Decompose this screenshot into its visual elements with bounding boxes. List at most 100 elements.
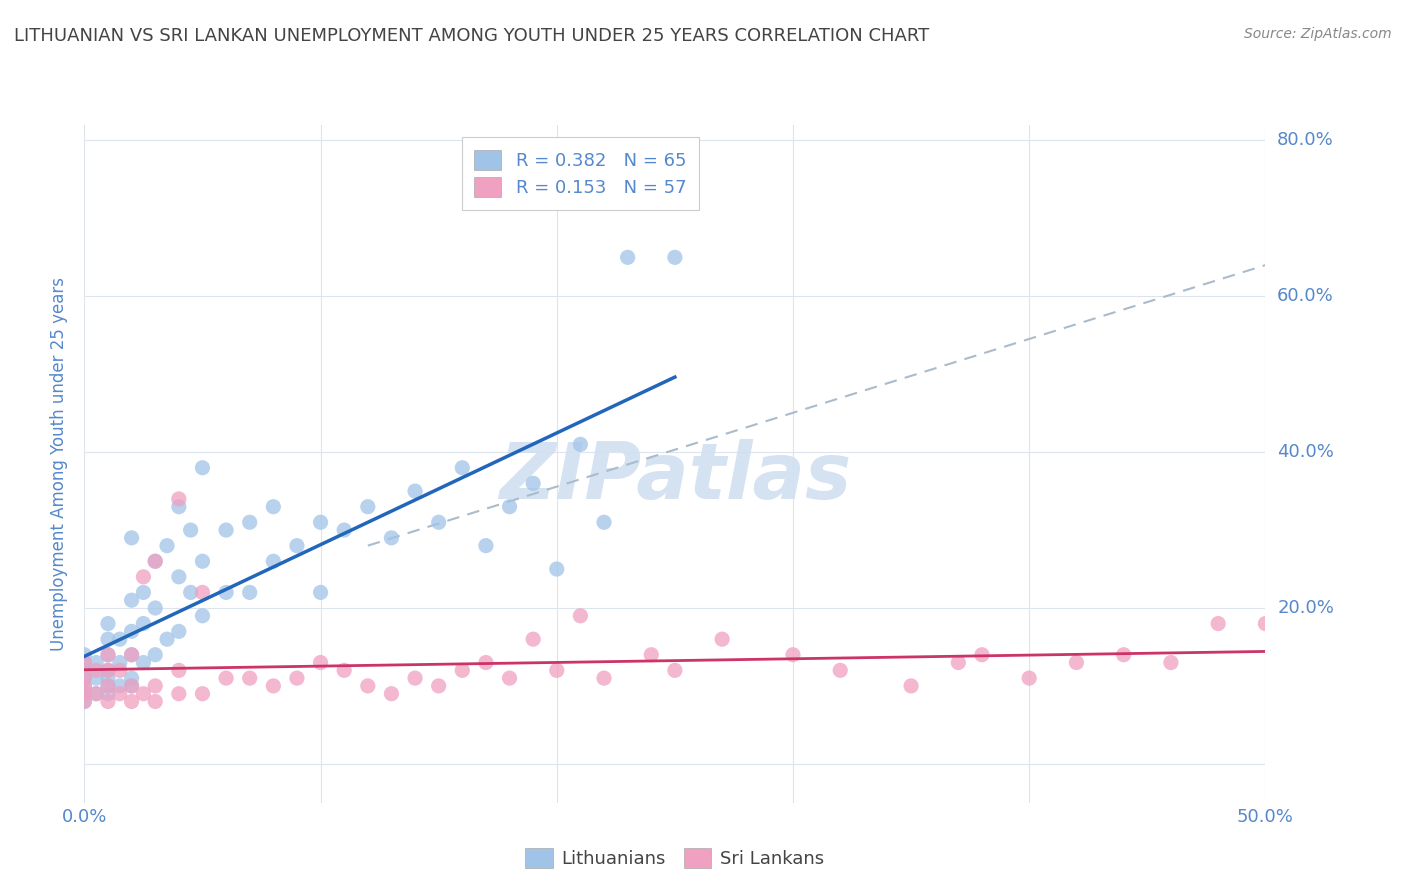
Point xyxy=(782,648,804,662)
Point xyxy=(191,460,214,475)
Point xyxy=(97,632,120,647)
Point xyxy=(640,648,662,662)
Point xyxy=(73,656,96,670)
Point xyxy=(84,663,107,677)
Point xyxy=(97,679,120,693)
Point xyxy=(108,656,131,670)
Point xyxy=(84,671,107,685)
Point xyxy=(239,516,262,530)
Point xyxy=(191,608,214,623)
Point xyxy=(1160,656,1182,670)
Point xyxy=(73,663,96,677)
Point xyxy=(262,500,284,514)
Point xyxy=(664,251,686,265)
Point xyxy=(143,694,166,708)
Point xyxy=(380,687,402,701)
Point xyxy=(546,562,568,576)
Point xyxy=(108,679,131,693)
Point xyxy=(830,663,852,677)
Point xyxy=(143,554,166,568)
Point xyxy=(333,523,356,537)
Point xyxy=(73,648,96,662)
Point xyxy=(121,531,143,545)
Point xyxy=(380,531,402,545)
Point xyxy=(309,516,332,530)
Point xyxy=(121,624,143,639)
Point xyxy=(143,554,166,568)
Point xyxy=(546,663,568,677)
Point xyxy=(593,671,616,685)
Point xyxy=(262,679,284,693)
Point xyxy=(285,539,308,553)
Point xyxy=(498,500,520,514)
Point xyxy=(167,491,190,506)
Point xyxy=(357,679,380,693)
Point xyxy=(167,570,190,584)
Point xyxy=(156,632,179,647)
Point xyxy=(84,687,107,701)
Point xyxy=(132,616,155,631)
Point xyxy=(121,648,143,662)
Point xyxy=(97,648,120,662)
Point xyxy=(73,679,96,693)
Point xyxy=(108,632,131,647)
Point xyxy=(84,687,107,701)
Point xyxy=(711,632,734,647)
Point xyxy=(73,679,96,693)
Point xyxy=(84,656,107,670)
Point xyxy=(451,460,474,475)
Point xyxy=(156,539,179,553)
Point xyxy=(132,687,155,701)
Point xyxy=(180,585,202,599)
Point xyxy=(948,656,970,670)
Point xyxy=(167,663,190,677)
Text: 20.0%: 20.0% xyxy=(1277,599,1334,617)
Point xyxy=(73,687,96,701)
Point xyxy=(427,516,450,530)
Point xyxy=(97,663,120,677)
Point xyxy=(215,671,238,685)
Point xyxy=(451,663,474,677)
Point xyxy=(97,679,120,693)
Text: 60.0%: 60.0% xyxy=(1277,287,1334,305)
Point xyxy=(121,671,143,685)
Y-axis label: Unemployment Among Youth under 25 years: Unemployment Among Youth under 25 years xyxy=(51,277,69,651)
Point xyxy=(167,500,190,514)
Point xyxy=(121,679,143,693)
Point xyxy=(1066,656,1088,670)
Point xyxy=(357,500,380,514)
Point xyxy=(97,671,120,685)
Point xyxy=(121,679,143,693)
Point xyxy=(1112,648,1135,662)
Point xyxy=(167,687,190,701)
Text: LITHUANIAN VS SRI LANKAN UNEMPLOYMENT AMONG YOUTH UNDER 25 YEARS CORRELATION CHA: LITHUANIAN VS SRI LANKAN UNEMPLOYMENT AM… xyxy=(14,27,929,45)
Point xyxy=(498,671,520,685)
Point xyxy=(97,663,120,677)
Text: 80.0%: 80.0% xyxy=(1277,131,1334,150)
Point xyxy=(970,648,993,662)
Point xyxy=(309,656,332,670)
Point xyxy=(73,687,96,701)
Point xyxy=(121,694,143,708)
Point xyxy=(191,554,214,568)
Point xyxy=(97,648,120,662)
Point xyxy=(593,516,616,530)
Point xyxy=(900,679,922,693)
Point xyxy=(522,476,544,491)
Point xyxy=(121,648,143,662)
Point xyxy=(108,687,131,701)
Point xyxy=(522,632,544,647)
Point xyxy=(404,671,426,685)
Point xyxy=(427,679,450,693)
Point xyxy=(143,648,166,662)
Point xyxy=(262,554,284,568)
Point xyxy=(73,671,96,685)
Point xyxy=(97,694,120,708)
Point xyxy=(73,656,96,670)
Point xyxy=(191,585,214,599)
Point xyxy=(132,570,155,584)
Point xyxy=(239,671,262,685)
Point xyxy=(191,687,214,701)
Point xyxy=(97,616,120,631)
Point xyxy=(239,585,262,599)
